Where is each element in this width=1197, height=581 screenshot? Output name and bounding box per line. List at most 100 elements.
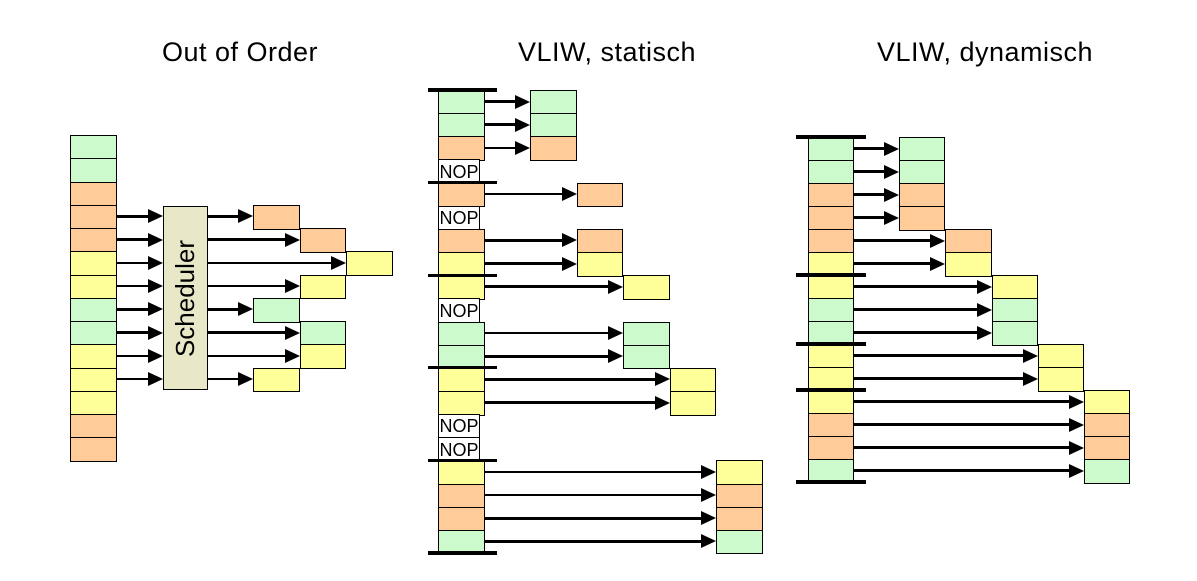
vliw-static-instr-cell: [438, 275, 485, 300]
vliw-static-instr-cell: [438, 460, 485, 486]
vliw-static-instr-cell: [438, 90, 485, 115]
vliw-dynamic-bundle-separator: [796, 273, 866, 277]
vliw-dynamic-exec-cell: [899, 137, 946, 162]
vliw-static-issue-arrow: [484, 378, 656, 381]
vliw-dynamic-issue-arrow: [854, 239, 932, 242]
vliw-dynamic-issue-arrow-head: [884, 164, 899, 179]
vliw-dynamic-exec-cell: [991, 275, 1038, 300]
vliw-static-instr-cell: [438, 506, 485, 532]
ooo-fetch-cell: [70, 367, 117, 393]
ooo-exec-cell: [253, 297, 300, 323]
vliw-static-issue-arrow-head: [608, 279, 623, 294]
vliw-static-bundle-separator: [428, 551, 497, 555]
vliw-static-issue-arrow-head: [561, 256, 577, 271]
ooo-exec-cell: [299, 274, 346, 300]
ooo-dispatch-arrow-head: [148, 325, 163, 340]
vliw-dynamic-exec-cell: [991, 298, 1038, 323]
vliw-static-issue-arrow: [484, 540, 702, 543]
vliw-static-exec-cell: [716, 483, 763, 509]
vliw-dynamic-issue-arrow-head: [1069, 417, 1084, 432]
vliw-static-nop-cell-label: NOP: [439, 300, 479, 321]
vliw-static-bundle-separator: [428, 458, 497, 463]
ooo-dispatch-arrow-head: [148, 372, 163, 387]
vliw-dynamic-issue-arrow-head: [976, 302, 992, 317]
vliw-dynamic-issue-arrow: [854, 354, 1024, 357]
ooo-dispatch-arrow-head: [148, 209, 163, 224]
vliw-static-instr-cell: [438, 113, 485, 138]
ooo-dispatch-arrow: [117, 238, 149, 241]
vliw-static-issue-arrow: [484, 285, 609, 289]
ooo-dispatch-arrow-head: [148, 348, 163, 363]
vliw-dynamic-issue-arrow-head: [1069, 440, 1084, 455]
vliw-static-exec-cell: [623, 275, 670, 300]
vliw-static-issue-arrow-head: [701, 464, 716, 479]
vliw-static-nop-cell-label: NOP: [439, 439, 479, 460]
ooo-exec-cell: [299, 321, 346, 346]
vliw-dynamic-issue-arrow-head: [1069, 463, 1084, 478]
vliw-static-issue-arrow-head: [515, 117, 530, 132]
vliw-static-issue-arrow-head: [654, 395, 670, 410]
ooo-exec-cell: [299, 344, 346, 369]
ooo-exec-cell: [299, 228, 346, 253]
vliw-dynamic-issue-arrow: [854, 400, 1070, 403]
ooo-fetch-cell: [70, 321, 117, 346]
vliw-dynamic-exec-cell: [991, 321, 1038, 346]
vliw-static-exec-cell: [530, 113, 577, 138]
vliw-static-exec-cell: [716, 529, 763, 555]
ooo-exec-cell: [346, 251, 393, 276]
vliw-static-instr-cell: [438, 483, 485, 509]
ooo-issue-arrow: [208, 261, 332, 265]
vliw-dynamic-issue-arrow: [854, 331, 978, 334]
ooo-issue-arrow-head: [284, 348, 300, 363]
ooo-issue-arrow: [208, 215, 239, 218]
vliw-dynamic-instr-cell: [808, 206, 854, 231]
vliw-dynamic-issue-arrow-head: [884, 141, 899, 156]
ooo-issue-arrow: [208, 377, 239, 381]
ooo-issue-arrow-head: [238, 372, 253, 387]
vliw-static-issue-arrow: [484, 331, 609, 335]
vliw-dynamic-exec-cell: [945, 252, 992, 277]
vliw-static-issue-arrow: [484, 262, 563, 265]
vliw-dynamic-issue-arrow-head: [884, 187, 899, 202]
title-vliw-static: VLIW, statisch: [517, 37, 697, 67]
ooo-dispatch-arrow: [117, 354, 149, 358]
vliw-static-bundle-separator: [428, 88, 497, 92]
vliw-dynamic-instr-cell: [808, 160, 854, 185]
vliw-dynamic-issue-arrow: [854, 377, 1024, 380]
ooo-dispatch-arrow-head: [148, 232, 163, 247]
vliw-dynamic-issue-arrow-head: [1022, 348, 1038, 363]
ooo-fetch-cell: [70, 158, 117, 183]
vliw-dynamic-instr-cell: [808, 183, 854, 208]
vliw-dynamic-issue-arrow: [854, 308, 978, 311]
ooo-issue-arrow-head: [238, 302, 253, 317]
vliw-dynamic-issue-arrow-head: [884, 210, 899, 225]
vliw-dynamic-issue-arrow-head: [1069, 394, 1084, 409]
vliw-static-issue-arrow: [484, 493, 702, 497]
vliw-dynamic-issue-arrow-head: [1022, 371, 1038, 386]
vliw-dynamic-issue-arrow-head: [930, 256, 946, 271]
ooo-fetch-cell: [70, 181, 117, 207]
vliw-static-instr-cell: [438, 390, 485, 416]
vliw-static-exec-cell: [623, 321, 670, 347]
vliw-static-bundle-separator: [428, 366, 497, 370]
vliw-dynamic-instr-cell: [808, 367, 854, 392]
vliw-dynamic-issue-arrow: [854, 147, 885, 150]
vliw-static-exec-cell: [530, 136, 577, 161]
vliw-static-exec-cell: [669, 390, 716, 416]
vliw-static-issue-arrow-head: [515, 140, 530, 155]
vliw-dynamic-exec-cell: [899, 206, 946, 231]
vliw-static-exec-cell: [623, 344, 670, 370]
title-out-of-order: Out of Order: [161, 37, 319, 67]
vliw-static-nop-cell-label: NOP: [439, 416, 479, 437]
ooo-fetch-cell: [70, 414, 117, 439]
vliw-static-exec-cell: [669, 367, 716, 393]
vliw-dynamic-issue-arrow: [854, 423, 1070, 426]
vliw-static-instr-cell: [438, 182, 485, 208]
ooo-dispatch-arrow: [117, 215, 149, 218]
vliw-static-instr-cell: [438, 228, 485, 254]
ooo-dispatch-arrow: [117, 308, 149, 311]
ooo-fetch-cell: [70, 390, 117, 416]
ooo-issue-arrow: [208, 331, 286, 334]
vliw-dynamic-instr-cell: [808, 229, 854, 254]
